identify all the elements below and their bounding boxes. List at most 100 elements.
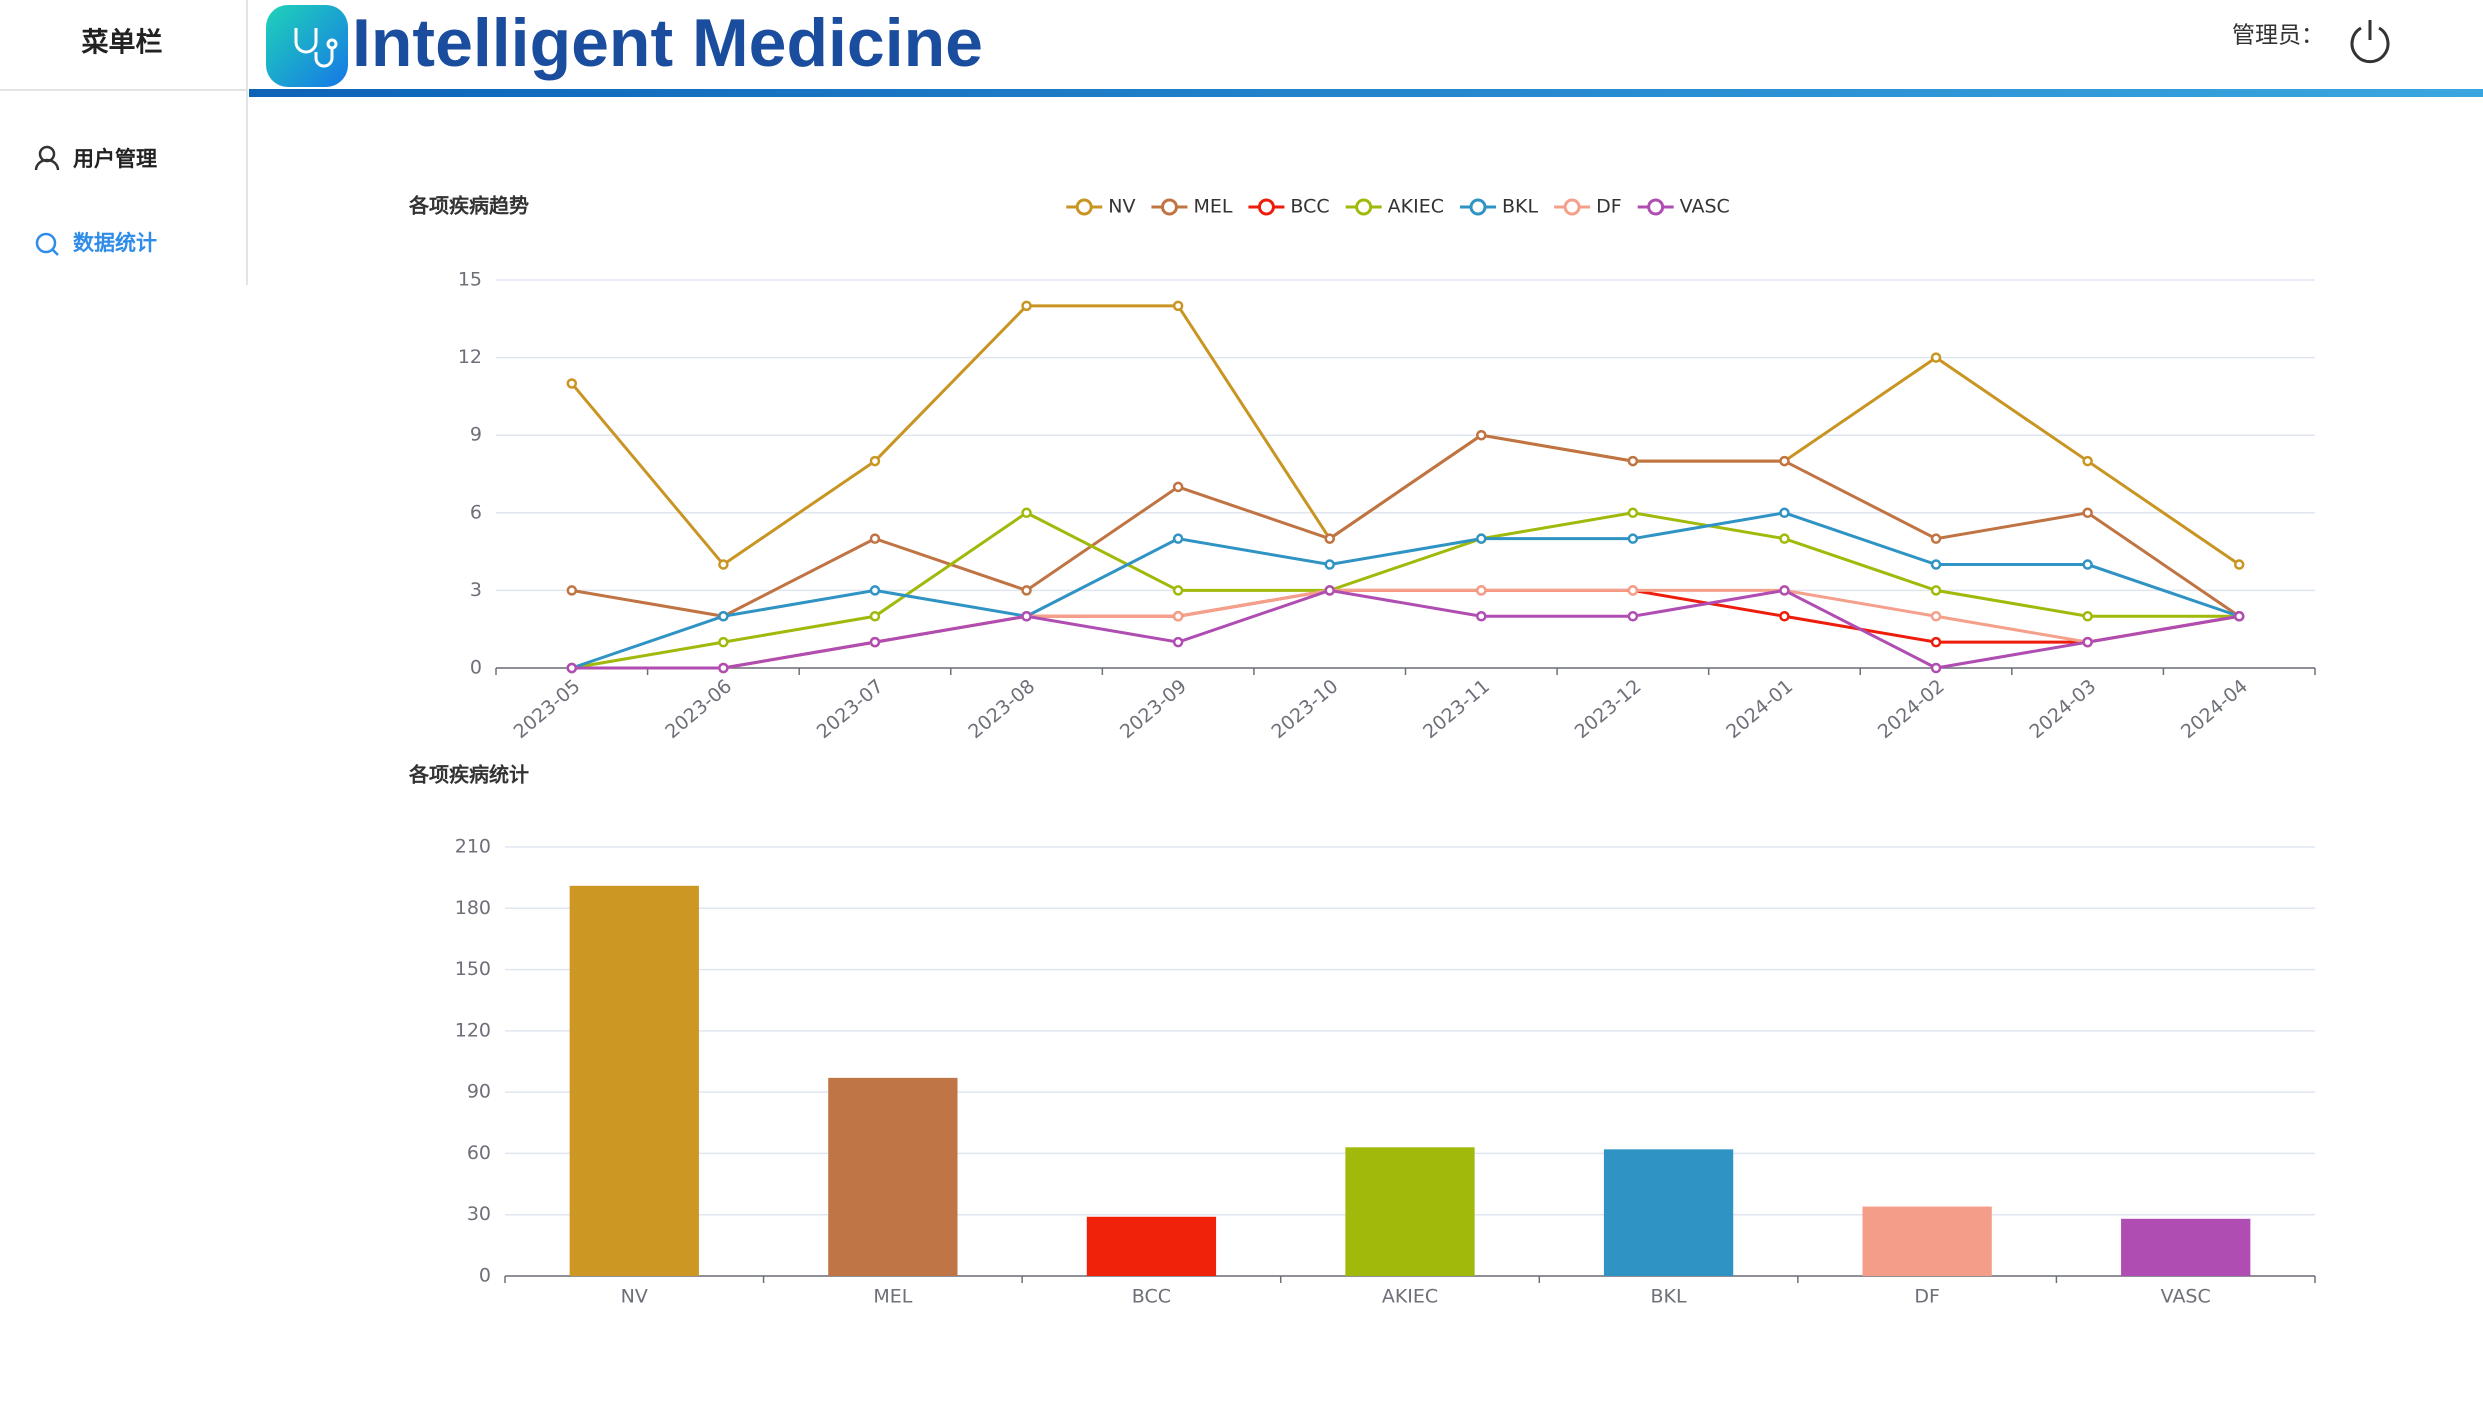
power-button[interactable] <box>2350 20 2390 64</box>
point <box>1627 455 1639 467</box>
point <box>1021 611 1032 622</box>
point <box>1930 662 1942 674</box>
point <box>869 611 881 622</box>
legend-marker <box>1257 198 1275 216</box>
x-tick-label: 2023-09 <box>1116 675 1191 743</box>
logo-stethoscope <box>294 28 334 68</box>
point <box>869 455 881 467</box>
x-tick-label: AKIEC <box>1382 1286 1438 1308</box>
y-tick-label: 3 <box>470 579 482 601</box>
y-tick-label: 12 <box>458 346 482 368</box>
point <box>1172 636 1184 648</box>
point <box>1021 300 1032 312</box>
legend-label: AKIEC <box>1388 196 1444 218</box>
x-tick-label: BCC <box>1132 1286 1171 1308</box>
point <box>1172 611 1184 622</box>
point <box>1172 481 1184 493</box>
y-tick-label: 0 <box>479 1265 491 1287</box>
series-line <box>571 433 2241 618</box>
point <box>1324 585 1335 596</box>
point <box>2082 636 2093 648</box>
menu-item[interactable]: 数据统计 <box>73 231 157 255</box>
x-tick-label: BKL <box>1651 1286 1687 1308</box>
legend-label: MEL <box>1193 196 1232 218</box>
x-tick-label: DF <box>1914 1286 1940 1308</box>
point <box>718 611 729 622</box>
x-tick-label: MEL <box>873 1286 912 1308</box>
point <box>2233 611 2245 622</box>
point <box>1779 585 1790 596</box>
bar <box>1086 1216 1217 1276</box>
x-tick-label: 2023-06 <box>661 675 736 743</box>
x-tick-label: 2024-03 <box>2025 675 2100 743</box>
point <box>1930 559 1942 570</box>
legend-label: VASC <box>1680 196 1730 218</box>
bar <box>1345 1147 1475 1276</box>
point <box>2082 455 2093 467</box>
point <box>1324 533 1335 544</box>
menu-user[interactable]: 用户管理 <box>34 145 157 171</box>
point <box>1627 585 1639 596</box>
search-icon <box>35 232 57 254</box>
y-tick-label: 30 <box>467 1203 491 1225</box>
legend-marker <box>1469 198 1487 216</box>
y-tick-label: 6 <box>470 501 482 523</box>
point <box>2082 611 2093 622</box>
point <box>1172 585 1184 596</box>
x-tick-label: 2023-08 <box>964 675 1039 743</box>
point <box>2082 559 2093 570</box>
bar <box>1862 1206 1992 1276</box>
point <box>1172 533 1184 544</box>
menu-item[interactable]: 用户管理 <box>73 147 157 171</box>
point <box>1476 429 1487 441</box>
y-tick-label: 9 <box>470 424 482 446</box>
point <box>1779 455 1790 467</box>
point <box>1779 533 1790 544</box>
point <box>869 585 881 596</box>
point <box>1021 585 1032 596</box>
y-tick-label: 180 <box>455 897 491 919</box>
point <box>566 662 578 674</box>
x-tick-label: VASC <box>2161 1286 2211 1308</box>
legend-label: BCC <box>1290 196 1329 218</box>
point <box>1476 533 1487 544</box>
x-tick-label: 2023-11 <box>1419 675 1494 743</box>
menu-stats[interactable]: 数据统计 <box>35 231 157 256</box>
legend-marker <box>1563 198 1581 216</box>
x-tick-label: 2023-07 <box>813 675 888 743</box>
point <box>566 378 578 389</box>
bar <box>569 885 699 1276</box>
legend-label: NV <box>1108 196 1135 218</box>
point <box>1779 611 1790 622</box>
point <box>1021 507 1032 519</box>
x-tick-label: 2023-10 <box>1267 675 1342 743</box>
x-tick-label: 2023-05 <box>510 675 585 743</box>
point <box>2233 559 2245 570</box>
legend-marker <box>1355 198 1373 216</box>
bar <box>828 1077 958 1276</box>
x-tick-label: 2024-01 <box>1722 675 1797 743</box>
legend-marker <box>1075 198 1093 216</box>
point <box>1779 507 1790 519</box>
x-tick-label: 2024-02 <box>1874 675 1949 743</box>
point <box>1627 507 1639 519</box>
point <box>566 585 578 596</box>
point <box>1930 611 1942 622</box>
series-line <box>571 511 2240 670</box>
point <box>1476 585 1487 596</box>
power-icon <box>2350 26 2390 64</box>
y-tick-label: 60 <box>467 1142 491 1164</box>
chart-title: 各项疾病趋势 <box>408 194 529 218</box>
logo-dot <box>326 38 338 50</box>
bar <box>2121 1218 2251 1276</box>
point <box>1930 636 1942 648</box>
legend-label: DF <box>1596 196 1622 218</box>
point <box>718 662 729 674</box>
point <box>1172 300 1184 312</box>
chart-title: 各项疾病统计 <box>408 763 529 787</box>
bar <box>1603 1149 1734 1276</box>
point <box>1627 611 1639 622</box>
y-tick-label: 90 <box>467 1081 491 1103</box>
